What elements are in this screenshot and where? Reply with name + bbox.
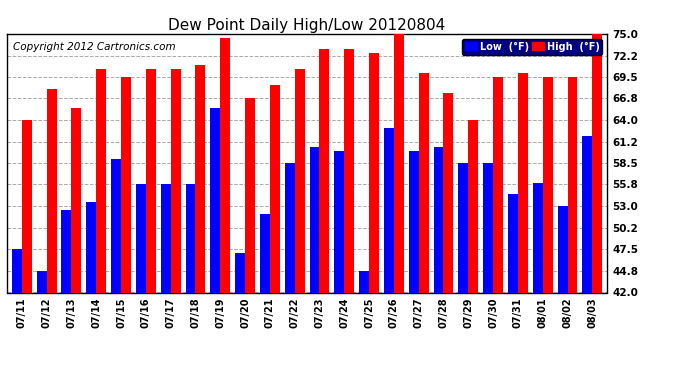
Bar [285, 163, 295, 292]
Bar [533, 183, 543, 292]
Bar [235, 253, 245, 292]
Bar [444, 93, 453, 292]
Bar [47, 88, 57, 292]
Bar [96, 69, 106, 292]
Bar [71, 108, 81, 292]
Bar [86, 202, 96, 292]
Bar [161, 184, 170, 292]
Bar [170, 69, 181, 292]
Bar [483, 163, 493, 292]
Bar [220, 38, 230, 292]
Bar [210, 108, 220, 292]
Bar [369, 53, 379, 292]
Bar [310, 147, 319, 292]
Bar [493, 77, 503, 292]
Bar [335, 152, 344, 292]
Bar [270, 85, 279, 292]
Bar [295, 69, 304, 292]
Bar [582, 136, 592, 292]
Bar [543, 77, 553, 292]
Bar [22, 120, 32, 292]
Bar [146, 69, 156, 292]
Bar [186, 184, 195, 292]
Bar [136, 184, 146, 292]
Bar [260, 214, 270, 292]
Bar [458, 163, 469, 292]
Title: Dew Point Daily High/Low 20120804: Dew Point Daily High/Low 20120804 [168, 18, 446, 33]
Bar [592, 34, 602, 292]
Bar [518, 73, 528, 292]
Bar [419, 73, 428, 292]
Bar [111, 159, 121, 292]
Bar [558, 206, 567, 292]
Bar [469, 120, 478, 292]
Legend: Low  (°F), High  (°F): Low (°F), High (°F) [462, 39, 602, 54]
Bar [37, 270, 47, 292]
Bar [394, 34, 404, 292]
Bar [245, 98, 255, 292]
Bar [61, 210, 71, 292]
Text: Copyright 2012 Cartronics.com: Copyright 2012 Cartronics.com [13, 42, 175, 51]
Bar [567, 77, 578, 292]
Bar [359, 270, 369, 292]
Bar [344, 50, 354, 292]
Bar [12, 249, 22, 292]
Bar [508, 195, 518, 292]
Bar [121, 77, 131, 292]
Bar [195, 65, 206, 292]
Bar [408, 152, 419, 292]
Bar [319, 50, 329, 292]
Bar [384, 128, 394, 292]
Bar [433, 147, 444, 292]
